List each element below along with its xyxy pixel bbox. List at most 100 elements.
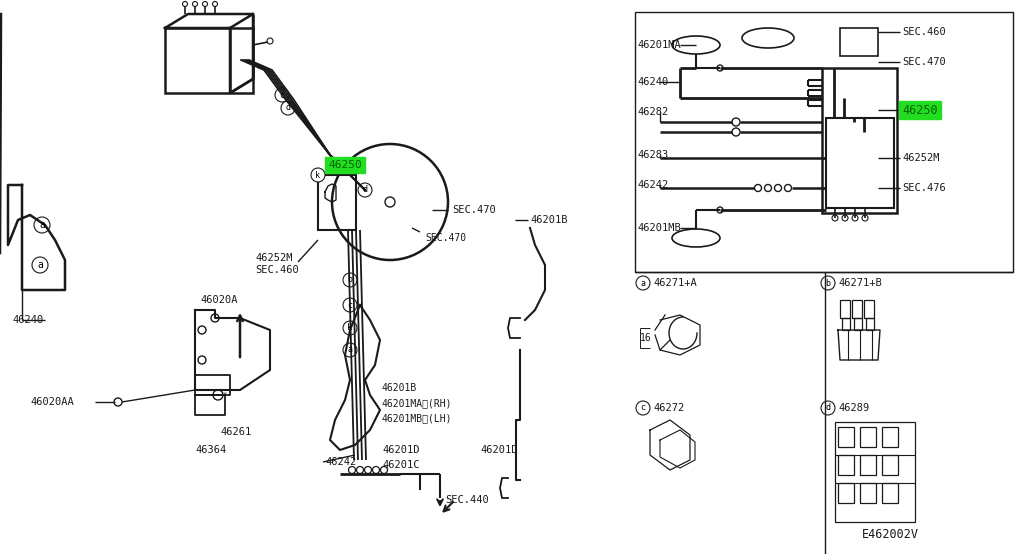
Circle shape [755, 184, 762, 192]
Text: 46252M: 46252M [255, 253, 293, 263]
Circle shape [717, 207, 723, 213]
Circle shape [182, 2, 187, 7]
Text: SEC.440: SEC.440 [445, 495, 488, 505]
Circle shape [784, 184, 792, 192]
Text: 46201MB: 46201MB [637, 223, 681, 233]
Text: 46261: 46261 [220, 427, 251, 437]
Text: SEC.470: SEC.470 [452, 205, 496, 215]
Bar [835, 422, 915, 522]
Text: SEC.470: SEC.470 [902, 57, 946, 67]
Circle shape [636, 401, 650, 415]
Circle shape [831, 215, 838, 221]
Text: 46282: 46282 [637, 107, 669, 117]
Text: 46250: 46250 [902, 104, 938, 116]
Circle shape [343, 321, 357, 335]
Circle shape [311, 168, 325, 182]
Bar [882, 427, 898, 447]
Bar [860, 483, 876, 503]
Bar [840, 28, 878, 56]
Circle shape [348, 466, 355, 474]
Bar [838, 427, 854, 447]
Text: 46201MA　(RH): 46201MA (RH) [382, 398, 453, 408]
Circle shape [358, 183, 372, 197]
Bar [165, 28, 253, 93]
Text: SEC.460: SEC.460 [255, 265, 299, 275]
Text: a: a [37, 260, 43, 270]
Text: 46250: 46250 [328, 160, 361, 170]
Ellipse shape [672, 36, 720, 54]
Circle shape [862, 215, 868, 221]
Circle shape [732, 118, 740, 126]
Circle shape [373, 466, 380, 474]
Text: SEC.476: SEC.476 [902, 183, 946, 193]
Bar [860, 427, 876, 447]
Text: a: a [640, 279, 645, 288]
Text: c: c [280, 90, 285, 100]
Circle shape [717, 65, 723, 71]
Circle shape [275, 88, 289, 102]
Circle shape [636, 276, 650, 290]
Text: 46364: 46364 [195, 445, 226, 455]
Text: k: k [347, 324, 352, 332]
Circle shape [365, 466, 372, 474]
Circle shape [381, 466, 387, 474]
Text: d: d [286, 104, 291, 112]
Text: d: d [362, 186, 368, 194]
Text: SEC.460: SEC.460 [902, 27, 946, 37]
Text: 46283: 46283 [637, 150, 669, 160]
Circle shape [774, 184, 781, 192]
Text: 46020AA: 46020AA [30, 397, 74, 407]
Circle shape [198, 326, 206, 334]
Text: c: c [347, 300, 352, 310]
Text: 46020A: 46020A [200, 295, 238, 305]
Circle shape [203, 2, 208, 7]
Bar [882, 483, 898, 503]
Circle shape [281, 101, 295, 115]
Circle shape [193, 2, 198, 7]
Ellipse shape [672, 229, 720, 247]
Circle shape [343, 298, 357, 312]
Text: 46271+A: 46271+A [653, 278, 696, 288]
Text: k: k [315, 171, 321, 179]
Circle shape [34, 217, 50, 233]
Circle shape [842, 215, 848, 221]
Text: 46240: 46240 [637, 77, 669, 87]
Bar [864, 300, 874, 318]
Text: 46201B: 46201B [530, 215, 567, 225]
Text: 46201MB　(LH): 46201MB (LH) [382, 413, 453, 423]
Text: 46201B: 46201B [382, 383, 417, 393]
Text: 16: 16 [640, 333, 651, 343]
Ellipse shape [742, 28, 794, 48]
Text: ×: × [222, 392, 226, 398]
Text: b: b [825, 279, 830, 288]
Bar [852, 300, 862, 318]
Bar [866, 318, 874, 330]
Circle shape [198, 356, 206, 364]
Bar [840, 300, 850, 318]
Circle shape [852, 215, 858, 221]
Text: a: a [39, 220, 45, 230]
Text: b: b [347, 275, 352, 285]
Text: d: d [825, 403, 830, 413]
Text: 46201MA: 46201MA [637, 40, 681, 50]
Bar [826, 118, 894, 208]
Text: 46272: 46272 [653, 403, 684, 413]
Text: SEC.470: SEC.470 [425, 233, 466, 243]
Circle shape [385, 197, 395, 207]
Circle shape [32, 257, 48, 273]
Bar [860, 455, 876, 475]
Circle shape [821, 276, 835, 290]
Circle shape [356, 466, 364, 474]
Bar [838, 455, 854, 475]
Circle shape [821, 401, 835, 415]
Bar [838, 483, 854, 503]
Circle shape [213, 2, 217, 7]
Bar [842, 318, 850, 330]
Text: E462002V: E462002V [862, 529, 919, 541]
Text: c: c [640, 403, 645, 413]
Text: 46289: 46289 [838, 403, 869, 413]
Circle shape [114, 398, 122, 406]
Text: 46242: 46242 [637, 180, 669, 190]
Text: 46271+B: 46271+B [838, 278, 882, 288]
Bar [822, 68, 897, 213]
